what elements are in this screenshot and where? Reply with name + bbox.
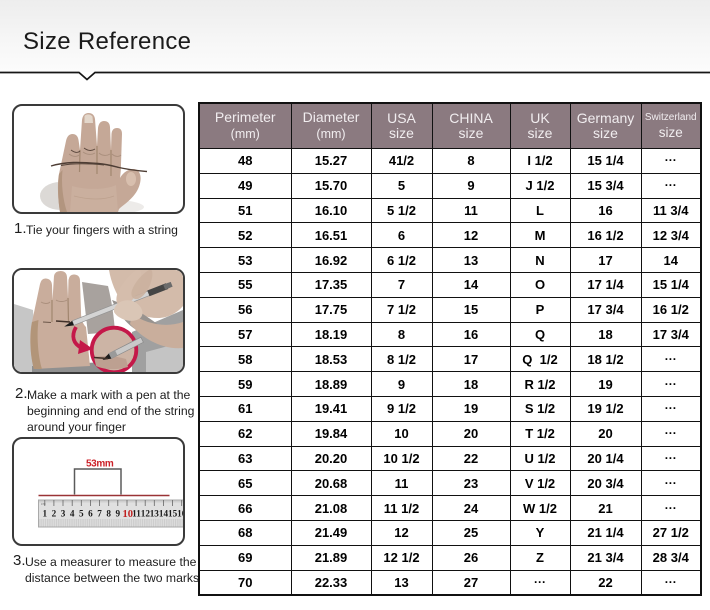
svg-text:1: 1: [43, 509, 48, 519]
svg-text:2: 2: [52, 509, 57, 519]
svg-text:cm: cm: [41, 502, 46, 506]
svg-text:10: 10: [123, 509, 134, 520]
svg-text:14: 14: [159, 509, 169, 519]
svg-text:8: 8: [106, 509, 111, 519]
svg-text:12: 12: [141, 509, 151, 519]
svg-text:16: 16: [177, 509, 183, 519]
svg-text:53mm: 53mm: [86, 459, 114, 470]
svg-text:5: 5: [79, 509, 84, 519]
svg-text:9: 9: [116, 509, 121, 519]
svg-text:13: 13: [150, 509, 160, 519]
svg-text:7: 7: [97, 509, 102, 519]
svg-text:3: 3: [61, 509, 66, 519]
svg-text:15: 15: [168, 509, 178, 519]
svg-text:4: 4: [70, 509, 75, 519]
svg-text:6: 6: [88, 509, 93, 519]
svg-text:11: 11: [132, 509, 141, 519]
